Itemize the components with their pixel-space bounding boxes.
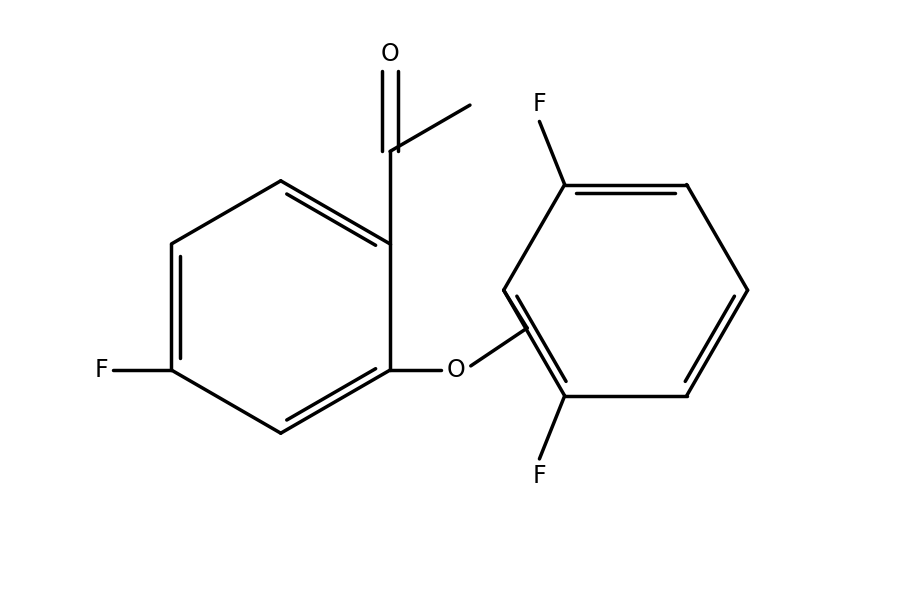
Text: F: F [533, 464, 546, 488]
Text: F: F [95, 358, 109, 382]
Text: O: O [446, 358, 465, 382]
Text: F: F [533, 92, 546, 117]
Text: O: O [381, 42, 400, 66]
